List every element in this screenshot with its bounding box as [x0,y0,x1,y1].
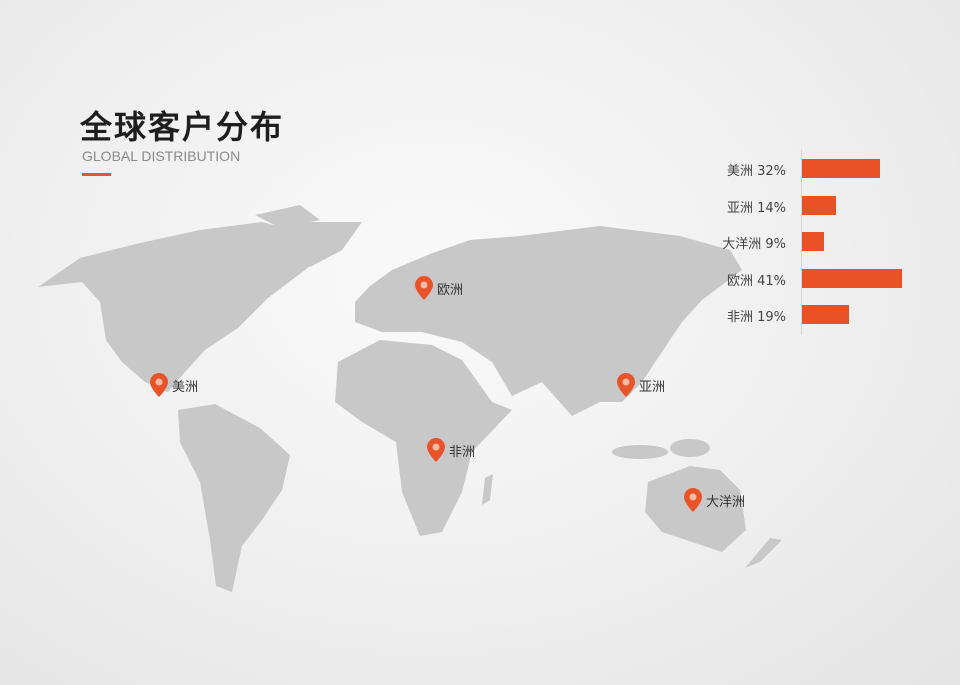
map-pin-icon[interactable] [149,372,169,398]
pin-label: 欧洲 [437,283,464,298]
bar-label: 非洲 19% [726,310,786,325]
new-zealand [745,538,782,568]
pin-label: 美洲 [172,380,199,395]
page-title: 全球客户分布 [80,108,285,146]
map-pin-icon[interactable] [426,437,446,463]
title-accent-line [82,173,111,176]
bar-美洲 [802,159,881,178]
bar-label: 大洋洲 9% [722,237,786,252]
bar-大洋洲 [802,232,825,251]
pin-label: 亚洲 [639,380,666,395]
bar-label: 亚洲 14% [726,200,786,216]
greenland [268,222,362,272]
bar-label: 欧洲 41% [726,273,786,289]
bar-非洲 [802,305,849,324]
map-pin-icon[interactable] [616,372,636,398]
bar-欧洲 [802,268,903,288]
bar-label: 美洲 32% [726,164,786,179]
eurasia [355,226,742,416]
page-subtitle: GLOBAL DISTRIBUTION [82,148,241,164]
pin-label: 非洲 [449,445,476,460]
map-pin-icon[interactable] [683,487,703,513]
south-america [178,404,290,592]
madagascar [482,474,493,505]
africa [335,340,512,536]
north-america [38,222,332,392]
pin-label: 大洋洲 [706,495,746,510]
map-pin-icon[interactable] [414,275,434,301]
chart-axis [801,150,802,335]
bar-亚洲 [802,195,837,215]
